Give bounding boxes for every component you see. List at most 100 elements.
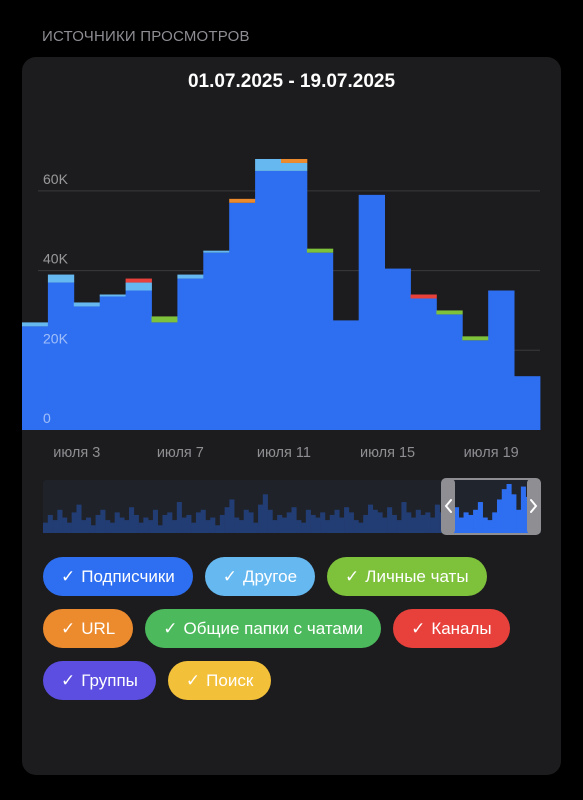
bar-segment[interactable] bbox=[73, 306, 101, 430]
bar-segment[interactable] bbox=[22, 322, 49, 327]
overview-bar bbox=[129, 507, 135, 533]
bar-segment[interactable] bbox=[436, 314, 463, 430]
bar-segment[interactable] bbox=[332, 320, 360, 430]
left-handle[interactable] bbox=[442, 479, 455, 534]
date-range[interactable]: 01.07.2025 - 19.07.2025 bbox=[187, 71, 396, 92]
bar-segment[interactable] bbox=[177, 274, 204, 279]
checkmark-icon: ✓ bbox=[411, 618, 426, 638]
bar-segment[interactable] bbox=[229, 198, 256, 203]
series-chip[interactable]: ✓ Группы bbox=[43, 661, 156, 700]
checkmark-icon: ✓ bbox=[345, 566, 360, 586]
bar-segment[interactable] bbox=[410, 294, 437, 299]
bar-segment[interactable] bbox=[255, 158, 282, 171]
series-chip[interactable]: ✓ URL bbox=[43, 609, 134, 648]
overview-bar bbox=[195, 512, 202, 533]
series-chip[interactable]: ✓ Каналы bbox=[393, 609, 510, 648]
checkmark-icon: ✓ bbox=[61, 670, 76, 690]
bar-segment[interactable] bbox=[255, 170, 282, 430]
overview-bar bbox=[525, 496, 531, 533]
series-chip[interactable]: ✓ Общие папки с чатами bbox=[145, 609, 382, 648]
right-handle[interactable] bbox=[527, 479, 540, 534]
overview-bar bbox=[172, 520, 178, 533]
overview-bar bbox=[229, 499, 235, 533]
overview-bar bbox=[148, 520, 154, 533]
bar-segment[interactable] bbox=[306, 248, 334, 253]
overview-bar bbox=[133, 514, 139, 533]
bar-segment[interactable] bbox=[281, 158, 308, 163]
bar-segment[interactable] bbox=[99, 294, 126, 297]
bar-segment[interactable] bbox=[125, 290, 152, 430]
series-chip[interactable]: ✓ Личные чаты bbox=[327, 557, 487, 596]
bar-segment[interactable] bbox=[22, 326, 49, 430]
bar-segment[interactable] bbox=[177, 278, 204, 430]
overview-bar bbox=[191, 522, 197, 533]
bar-segment[interactable] bbox=[488, 290, 515, 430]
overview-dim bbox=[43, 480, 442, 533]
overview-bar bbox=[52, 520, 58, 533]
overview-bar bbox=[66, 522, 72, 533]
overview-bar bbox=[43, 522, 49, 533]
y-tick-label: 60K bbox=[43, 171, 69, 187]
overview-bar bbox=[439, 512, 445, 533]
bar-segment[interactable] bbox=[358, 194, 385, 430]
bar-segment[interactable] bbox=[436, 310, 463, 315]
overview-bar bbox=[329, 514, 335, 533]
series-chip[interactable]: ✓ Подписчики bbox=[43, 557, 193, 596]
bar-segment[interactable] bbox=[306, 252, 334, 430]
chip-label: Подписчики bbox=[81, 566, 175, 586]
overview-bar bbox=[348, 512, 354, 533]
section-title: ИСТОЧНИКИ ПРОСМОТРОВ bbox=[42, 28, 250, 45]
overview-bar bbox=[143, 517, 149, 533]
overview-bar bbox=[157, 525, 163, 533]
bar-segment[interactable] bbox=[384, 268, 411, 430]
overview-bar bbox=[492, 512, 498, 533]
bar-segment[interactable] bbox=[462, 336, 489, 341]
bar-segment[interactable] bbox=[203, 252, 230, 430]
overview-bar bbox=[258, 504, 264, 533]
overview-bar bbox=[310, 514, 316, 533]
stacked-bar-chart[interactable]: 0 20K 40K 60K июля 3 июля 7 июля 11 июля 15 июля… bbox=[22, 57, 561, 467]
bar-segment[interactable] bbox=[47, 282, 75, 430]
checkmark-icon: ✓ bbox=[222, 566, 238, 586]
bar-segment[interactable] bbox=[203, 250, 230, 253]
bar-segment[interactable] bbox=[47, 274, 75, 283]
bar-segment[interactable] bbox=[73, 302, 101, 307]
overview-bar bbox=[114, 512, 120, 533]
overview-bar bbox=[238, 520, 245, 533]
bar-segment[interactable] bbox=[462, 340, 489, 430]
overview-bar bbox=[334, 509, 340, 533]
bar-segment[interactable] bbox=[125, 282, 152, 291]
overview-bar bbox=[224, 507, 230, 533]
overview-bar bbox=[511, 494, 517, 533]
chip-label: Поиск bbox=[206, 670, 254, 690]
bar-segment[interactable] bbox=[99, 296, 126, 430]
bar-segment[interactable] bbox=[410, 298, 437, 430]
bars bbox=[22, 158, 541, 430]
selection-frame[interactable] bbox=[441, 478, 541, 535]
y-tick-label: 0 bbox=[43, 410, 51, 426]
bar-segment[interactable] bbox=[229, 202, 256, 430]
series-chip[interactable]: ✓ Поиск bbox=[167, 661, 272, 700]
series-chip[interactable]: ✓ Другое bbox=[204, 557, 316, 596]
bar-segment[interactable] bbox=[151, 316, 178, 323]
overview-bar bbox=[473, 509, 479, 533]
overview-bar bbox=[477, 502, 483, 533]
bar-segment[interactable] bbox=[125, 278, 152, 283]
y-tick-label: 20K bbox=[43, 330, 69, 346]
overview-bars bbox=[43, 480, 541, 533]
bar-segment[interactable] bbox=[281, 162, 308, 171]
checkmark-icon: ✓ bbox=[61, 618, 76, 638]
bar-segment[interactable] bbox=[281, 170, 308, 430]
x-tick-label: июля 11 bbox=[257, 445, 311, 461]
overview-bar bbox=[315, 517, 321, 533]
overview-bar bbox=[358, 522, 364, 533]
overview-bar bbox=[535, 517, 541, 533]
overview-bar bbox=[277, 514, 283, 533]
overview-bar bbox=[86, 517, 92, 533]
overview-bar bbox=[234, 517, 240, 533]
overview-bar bbox=[463, 512, 469, 533]
bar-segment[interactable] bbox=[514, 376, 541, 430]
overview-selection-window[interactable] bbox=[441, 478, 541, 535]
bar-segment[interactable] bbox=[151, 322, 178, 430]
series-filter-chips: ✓ Подписчики ✓ Другое ✓ Личные чаты ✓ URL ✓ Общие… bbox=[43, 557, 553, 700]
